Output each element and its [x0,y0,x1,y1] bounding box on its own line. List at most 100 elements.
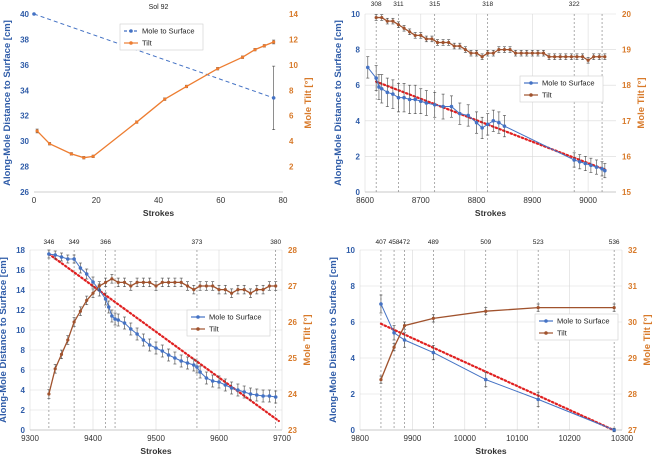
trend-line [375,80,609,172]
mole-data-point [210,379,215,383]
mole-data-point [166,353,171,357]
mole-data-point [432,102,437,107]
legend-label: Tilt [209,325,220,334]
tilt-data-point [435,40,440,45]
tilt-data-point [66,338,70,342]
tilt-data-point [129,284,133,288]
y-right-axis-label: Mole Tilt [°] [302,314,313,365]
mole-data-point [402,338,407,342]
tilt-data-point [541,51,546,55]
mole-data-point [78,266,83,270]
mole-data-point [583,161,588,166]
trend-line [379,322,613,431]
sol-label: 315 [429,1,440,8]
tilt-data-point [163,97,167,101]
sol-label: 380 [270,239,281,246]
y-right-tick-label: 2 [289,163,294,172]
tilt-data-point [486,51,490,55]
mole-data-point [261,394,265,398]
mole-data-point [59,255,64,259]
sol-label: 472 [399,239,410,246]
legend-label: Mole to Surface [542,79,595,88]
mole-data-point [147,343,152,347]
mole-data-point [32,12,36,16]
y-left-tick-label: 18 [16,246,25,255]
legend-label: Tilt [557,329,568,338]
legend-box [519,75,604,103]
mole-data-point [392,331,396,335]
tilt-data-point [173,280,177,284]
mole-data-point [271,96,276,100]
legend-swatch-marker [129,41,133,45]
tilt-data-point [491,51,495,55]
tilt-series-line [36,41,274,159]
mole-data-point [91,280,95,284]
x-axis-label: Strokes [140,446,171,456]
legend: Mole to Surface Tilt [519,75,604,103]
y-left-axis-label: Along-Mole Distance to Surface [cm] [328,257,339,423]
tilt-data-point [72,320,76,324]
tilt-data-point [230,291,234,295]
tilt-data-point [569,55,573,59]
tilt-data-point [216,67,220,71]
y-right-tick-label: 6 [289,112,294,121]
mole-data-point [217,380,221,384]
x-tick-label: 8600 [356,196,374,205]
x-tick-label: 10200 [558,434,581,443]
x-tick-label: 10100 [506,434,529,443]
y-left-tick-label: 6 [356,81,361,90]
y-left-tick-label: 28 [20,163,29,172]
y-left-tick-label: 0 [351,426,356,435]
mole-data-point [185,361,190,365]
tilt-data-point [116,280,120,284]
mole-data-point [589,163,593,168]
tilt-data-point [91,154,95,158]
y-right-tick-label: 27 [628,426,637,435]
mole-data-point [72,257,76,261]
tilt-data-point [391,19,395,23]
tilt-data-point [160,280,164,284]
x-axis-label: Strokes [143,208,174,218]
x-tick-label: 10000 [454,434,477,443]
tilt-data-point [431,316,435,320]
mole-data-point [248,392,253,396]
x-tick-label: 8800 [468,196,486,205]
x-tick-label: 40 [154,196,163,205]
mole-data-point [483,377,488,382]
tilt-data-point [47,142,52,146]
mole-data-point [173,356,177,360]
mole-data-point [379,302,383,306]
y-right-tick-label: 20 [622,10,631,19]
tilt-data-point [110,277,114,281]
tilt-data-point [198,284,202,288]
x-tick-label: 9400 [84,434,102,443]
tilt-data-point [564,55,568,59]
tilt-data-point [248,291,253,295]
y-right-tick-label: 26 [288,318,297,327]
y-right-axis-label: Mole Tilt [°] [636,77,647,128]
mole-data-point [141,338,146,342]
sol-label: 308 [371,1,382,8]
y-left-tick-label: 6 [21,366,26,375]
mole-data-point [106,305,111,309]
tilt-data-point [603,55,607,59]
mole-data-point [441,104,445,109]
legend-swatch-marker [544,319,548,323]
mole-data-point [391,92,395,96]
y-right-tick-label: 8 [289,86,294,95]
mole-data-point [594,165,599,169]
tilt-data-point [597,55,601,59]
y-left-tick-label: 0 [21,426,26,435]
mole-data-point [480,126,484,130]
y-right-tick-label: 10 [289,61,298,70]
tilt-data-point [575,55,579,59]
x-tick-label: 9700 [273,434,291,443]
mole-data-point [374,76,378,80]
tilt-data-point [204,284,208,288]
tilt-data-point [185,284,190,288]
mole-data-point [396,95,401,100]
y-right-tick-label: 19 [622,46,631,55]
tilt-data-point [413,33,417,37]
mole-data-point [407,97,412,102]
